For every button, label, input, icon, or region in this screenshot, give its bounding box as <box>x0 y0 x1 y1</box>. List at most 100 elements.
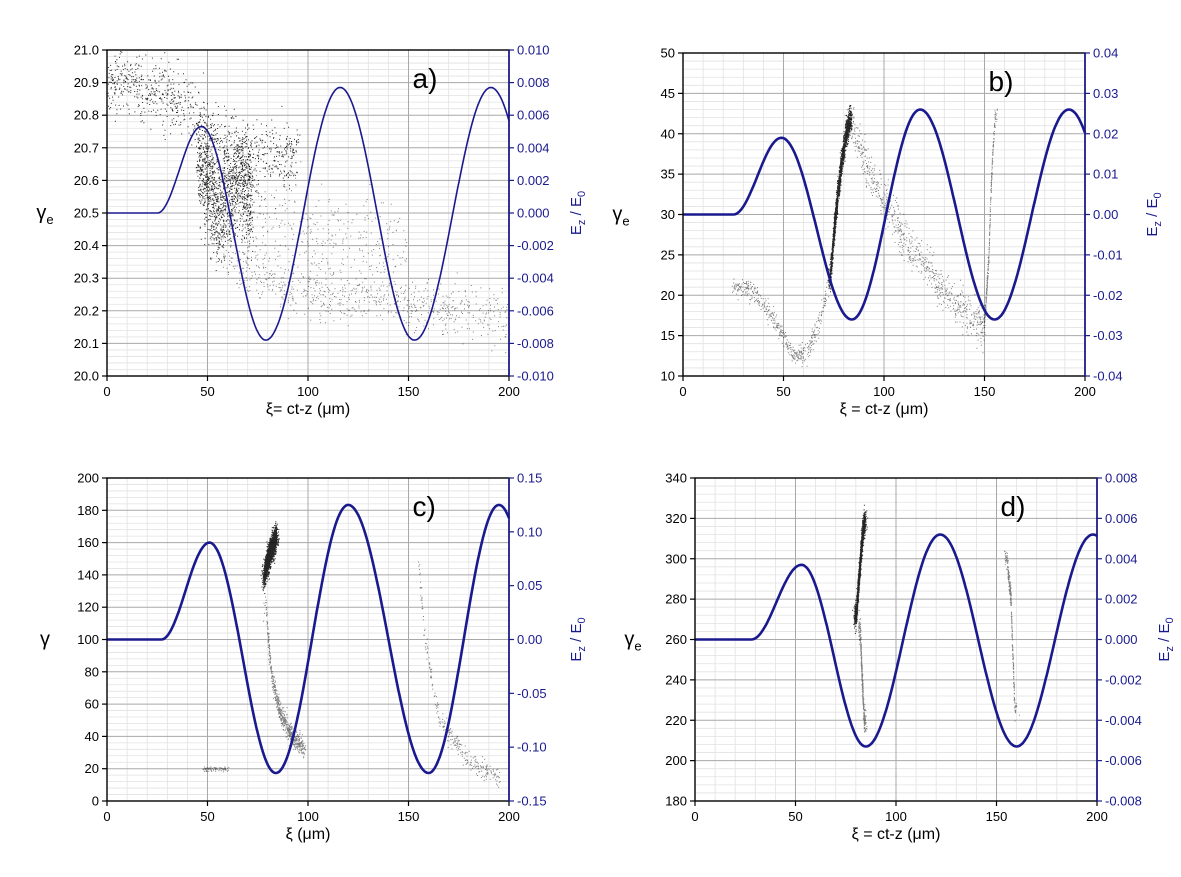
x-tick-label: 150 <box>398 809 420 824</box>
y2-tick-label: 0.00 <box>517 632 542 647</box>
y2-tick-label: -0.008 <box>1105 794 1142 809</box>
y2-tick-label: -0.02 <box>1093 288 1123 303</box>
y2-tick-label: 0.004 <box>1105 551 1138 566</box>
y-tick-label: 240 <box>665 672 687 687</box>
field-curve-Ez <box>107 86 510 341</box>
y-tick-label: 40 <box>661 126 675 141</box>
x-axis-title: ξ= ct-z (μm) <box>266 401 350 418</box>
x-tick-label: 200 <box>1086 809 1108 824</box>
x-axis-title: ξ = ct-z (μm) <box>852 826 941 843</box>
particle-cloud-tail <box>857 610 868 733</box>
y-tick-label: 20.3 <box>74 271 99 286</box>
y2-tick-label: 0.01 <box>1093 167 1118 182</box>
y2-tick-label: -0.002 <box>1105 672 1142 687</box>
y-axis-title: γe <box>624 629 641 654</box>
y2-axis-title: Ez / E0 <box>568 617 588 661</box>
x-tick-label: 50 <box>788 809 802 824</box>
panel-c: 0 50 100 150 200020406080100120140160180200-… <box>40 471 588 844</box>
y2-tick-label: 0.000 <box>1105 632 1138 647</box>
y-tick-label: 100 <box>77 632 99 647</box>
y2-tick-label: 0.03 <box>1093 86 1118 101</box>
y-tick-label: 80 <box>85 664 99 679</box>
y2-tick-label: 0.006 <box>1105 511 1138 526</box>
x-tick-label: 150 <box>974 384 996 399</box>
y-axis-title: γ <box>40 629 50 651</box>
y-tick-label: 180 <box>77 503 99 518</box>
y2-tick-label: -0.008 <box>517 336 554 351</box>
x-tick-label: 50 <box>776 384 790 399</box>
y2-tick-label: 0.006 <box>517 108 550 123</box>
field-curve-Ez <box>107 503 511 775</box>
y2-tick-label: 0.002 <box>1105 592 1138 607</box>
y-tick-label: 20.2 <box>74 303 99 318</box>
y-tick-label: 320 <box>665 511 687 526</box>
y-tick-label: 200 <box>665 753 687 768</box>
y2-axis-title: Ez / E0 <box>1156 617 1176 661</box>
y2-tick-label: 0.004 <box>517 140 550 155</box>
y-tick-label: 20.8 <box>74 108 99 123</box>
y2-tick-label: -0.03 <box>1093 328 1123 343</box>
y-tick-label: 10 <box>661 369 675 384</box>
y2-tick-label: -0.004 <box>517 271 554 286</box>
y2-tick-label: -0.006 <box>517 303 554 318</box>
particle-cloud-group <box>731 105 998 368</box>
y-tick-label: 20.0 <box>74 369 99 384</box>
particle-cloud-group <box>202 521 501 788</box>
x-tick-label: 0 <box>691 809 698 824</box>
y2-tick-label: -0.05 <box>517 686 547 701</box>
y2-tick-label: -0.10 <box>517 740 547 755</box>
x-tick-label: 0 <box>103 809 110 824</box>
x-tick-label: 100 <box>297 809 319 824</box>
y-tick-label: 40 <box>85 729 99 744</box>
y2-tick-label: -0.002 <box>517 238 554 253</box>
y2-tick-label: 0.10 <box>517 524 542 539</box>
y-tick-label: 15 <box>661 328 675 343</box>
field-curve-Ez <box>683 108 1087 321</box>
y2-axis-title: Ez / E0 <box>568 191 588 235</box>
panel-a: 0 50 100 150 200 20.0 20.1 20.2 20.3 20.4 20.5 20.6… <box>36 43 588 419</box>
particle-cloud-stray <box>202 766 230 773</box>
x-tick-label: 150 <box>986 809 1008 824</box>
y-tick-label: 120 <box>77 600 99 615</box>
y-tick-label: 20.1 <box>74 336 99 351</box>
particle-cloud-core <box>195 92 255 273</box>
y-tick-label: 25 <box>661 247 675 262</box>
panel-label: c) <box>413 491 436 522</box>
x-tick-label: 200 <box>498 809 520 824</box>
y2-tick-label: -0.04 <box>1093 369 1123 384</box>
y2-tick-label: 0.000 <box>517 206 550 221</box>
x-tick-label: 50 <box>200 809 214 824</box>
panel-d: 0 50 100 150 200 180 200 220 240 260 280 300 320 340 -… <box>624 471 1176 844</box>
y2-axis-title: Ez / E0 <box>1144 192 1164 236</box>
y2-tick-label: -0.004 <box>1105 713 1142 728</box>
x-tick-label: 200 <box>1074 384 1096 399</box>
x-tick-label: 150 <box>398 384 420 399</box>
x-tick-label: 100 <box>873 384 895 399</box>
y2-tick-label: 0.00 <box>1093 207 1118 222</box>
y2-tick-label: -0.01 <box>1093 247 1123 262</box>
particle-cloud-upper-band <box>107 51 301 210</box>
y2-tick-label: 0.05 <box>517 578 542 593</box>
particle-cloud-low-wing <box>731 275 832 368</box>
y-tick-label: 180 <box>665 794 687 809</box>
panel-label: d) <box>1001 491 1026 522</box>
particle-cloud-second <box>1004 550 1020 722</box>
y2-tick-label: 0.002 <box>517 173 550 188</box>
particle-cloud-group <box>107 51 510 354</box>
y-tick-label: 20.5 <box>74 206 99 221</box>
x-tick-label: 0 <box>103 384 110 399</box>
y2-tick-label: 0.15 <box>517 471 542 486</box>
y2-tick-label: 0.010 <box>517 43 550 58</box>
x-tick-label: 0 <box>679 384 686 399</box>
particle-cloud-group <box>852 504 1020 733</box>
particle-cloud-beam <box>826 105 854 293</box>
particle-cloud-lower-tail <box>204 205 510 354</box>
particle-cloud-beam <box>852 504 869 634</box>
y2-tick-label: -0.006 <box>1105 753 1142 768</box>
x-axis-title: ξ (μm) <box>286 826 331 843</box>
y-tick-label: 160 <box>77 535 99 550</box>
x-axis-title: ξ = ct-z (μm) <box>840 401 929 418</box>
panel-label: a) <box>413 63 438 94</box>
particle-cloud-beam-head <box>260 521 280 594</box>
